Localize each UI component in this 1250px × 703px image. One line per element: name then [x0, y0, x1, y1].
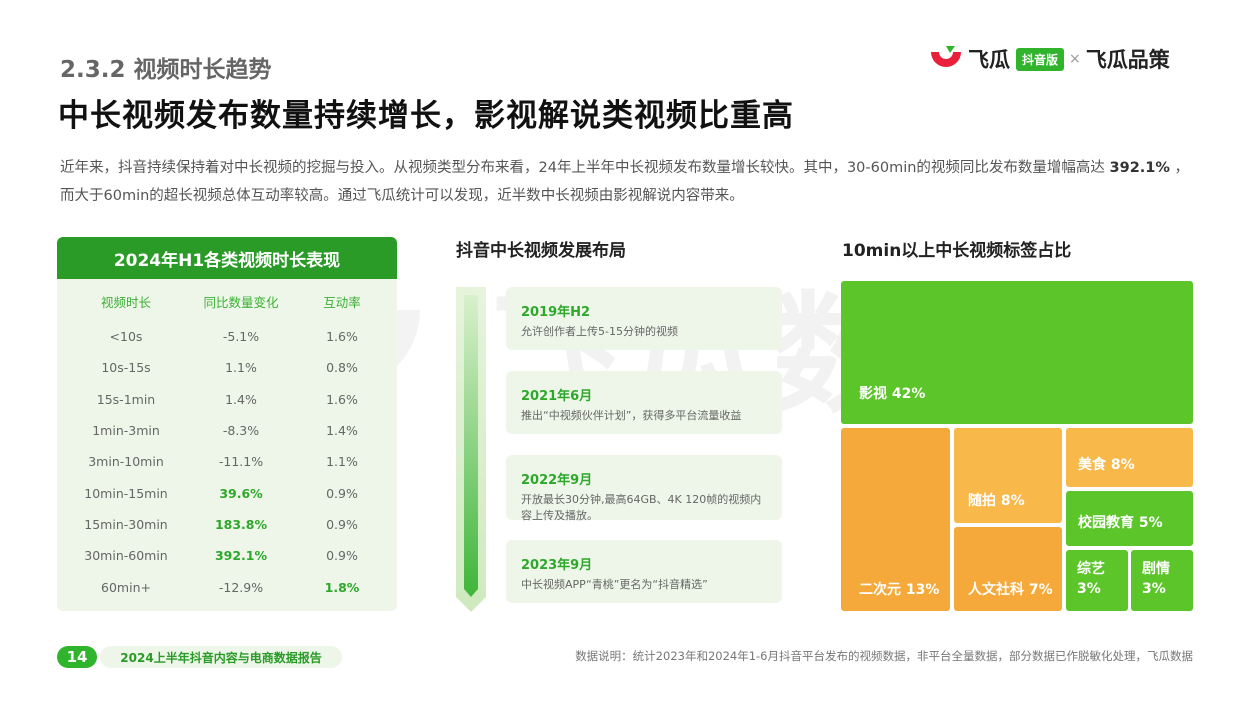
column-header: 互动率 — [323, 294, 361, 310]
treemap-label-name: 综艺 — [1077, 561, 1105, 577]
treemap-label: 校园教育 5% — [1078, 513, 1163, 533]
cell-change: -5.1% — [222, 329, 260, 345]
feigua-logo-icon — [931, 46, 961, 67]
timeline-desc: 中长视频APP“青桃”更名为“抖音精选” — [521, 578, 708, 591]
brand-logo: 飞瓜 抖音版 × 飞瓜品策 — [928, 44, 1170, 74]
cell-rate: 1.6% — [326, 391, 358, 407]
cell-duration: 15min-30min — [84, 516, 168, 532]
intro-highlight: 392.1% — [1109, 160, 1170, 176]
timeline-date: 2023年9月 — [521, 558, 593, 573]
data-note: 数据说明：统计2023年和2024年1-6月抖音平台发布的视频数据，非平台全量数… — [575, 649, 1193, 663]
cell-rate: 0.9% — [326, 516, 358, 532]
cell-change: 1.4% — [225, 391, 257, 407]
timeline-card: 2022年9月 开放最长30分钟,最高64GB、4K 120帧的视频内容上传及播… — [506, 455, 782, 522]
treemap-label: 综艺 3% — [1077, 559, 1105, 599]
timeline-arrow — [456, 287, 486, 612]
cell-rate: 1.6% — [326, 329, 358, 345]
treemap-cell: 校园教育 5% — [1066, 491, 1193, 546]
timeline-desc: 开放最长30分钟,最高64GB、4K 120帧的视频内容上传及播放。 — [521, 493, 762, 522]
logo-brand: 飞瓜 — [968, 48, 1010, 72]
table-row: 15s-1min 1.4% 1.6% — [57, 384, 397, 415]
timeline-desc: 允许创作者上传5-15分钟的视频 — [521, 325, 678, 338]
treemap-label-name: 校园教育 5% — [1078, 515, 1163, 531]
timeline-date: 2021年6月 — [521, 389, 593, 404]
treemap-label: 人文社科 7% — [968, 580, 1053, 600]
treemap-label-name: 随拍 8% — [968, 493, 1025, 509]
timeline-card: 2021年6月 推出“中视频伙伴计划”，获得多平台流量收益 — [506, 371, 782, 434]
intro-text-2: ，而大于60min的超长视频总体互动率较高。通过飞瓜统计可以发现，近半数中长视频… — [60, 160, 1190, 204]
cell-change: 183.8% — [214, 516, 268, 532]
cell-rate: 0.8% — [326, 360, 358, 376]
cell-duration: <10s — [109, 329, 143, 345]
table-row: 30min-60min 392.1% 0.9% — [57, 540, 397, 571]
cell-change: 392.1% — [214, 548, 268, 564]
cell-duration: 10min-15min — [84, 485, 168, 501]
cell-duration: 3min-10min — [88, 454, 164, 470]
treemap-label: 随拍 8% — [968, 491, 1025, 511]
table-row: 10s-15s 1.1% 0.8% — [57, 352, 397, 383]
cell-duration: 15s-1min — [96, 391, 156, 407]
timeline-date: 2022年9月 — [521, 473, 593, 488]
treemap-label-value: 3% — [1142, 581, 1166, 597]
table-row: 1min-3min -8.3% 1.4% — [57, 415, 397, 446]
cell-duration: 60min+ — [101, 579, 151, 595]
section-label: 2.3.2 视频时长趋势 — [60, 57, 272, 83]
cell-change: -12.9% — [218, 579, 264, 595]
report-name: 2024上半年抖音内容与电商数据报告 — [100, 646, 342, 668]
table-row: 10min-15min 39.6% 0.9% — [57, 477, 397, 508]
cell-change: -11.1% — [218, 454, 264, 470]
table-row: 60min+ -12.9% 1.8% — [57, 571, 397, 602]
timeline-card: 2023年9月 中长视频APP“青桃”更名为“抖音精选” — [506, 540, 782, 603]
cell-change: 1.1% — [225, 360, 257, 376]
table-row: <10s -5.1% 1.6% — [57, 321, 397, 352]
cell-rate: 1.4% — [326, 423, 358, 439]
table-body: <10s -5.1% 1.6% 10s-15s 1.1% 0.8% 15s-1min 1.4%… — [57, 321, 397, 603]
timeline-desc: 推出“中视频伙伴计划”，获得多平台流量收益 — [521, 409, 742, 422]
logo-badge: 抖音版 — [1016, 47, 1065, 71]
duration-table: 2024年H1各类视频时长表现 视频时长 同比数量变化 互动率 <10s -5.1… — [57, 237, 397, 611]
treemap-label-name: 影视 42% — [859, 386, 926, 402]
cell-rate: 0.9% — [326, 548, 358, 564]
treemap-cell: 影视 42% — [841, 281, 1193, 424]
logo-partner: 飞瓜品策 — [1085, 48, 1170, 72]
treemap-label: 美食 8% — [1078, 455, 1135, 475]
treemap-title: 10min以上中长视频标签占比 — [842, 241, 1072, 261]
cell-rate: 1.8% — [324, 579, 360, 595]
table-row: 3min-10min -11.1% 1.1% — [57, 446, 397, 477]
treemap-cell: 美食 8% — [1066, 428, 1193, 487]
treemap-label-name: 剧情 — [1142, 561, 1170, 577]
timeline-title: 抖音中长视频发展布局 — [456, 241, 626, 261]
cell-rate: 1.1% — [326, 454, 358, 470]
table-row: 15min-30min 183.8% 0.9% — [57, 509, 397, 540]
cell-change: 39.6% — [219, 485, 263, 501]
column-header: 同比数量变化 — [203, 294, 279, 310]
page-number: 14 — [57, 646, 97, 668]
treemap-cell: 综艺 3% — [1066, 550, 1128, 611]
logo-separator: × — [1069, 51, 1081, 67]
intro-text-1: 近年来，抖音持续保持着对中长视频的挖掘与投入。从视频类型分布来看，24年上半年中… — [60, 160, 1110, 176]
cell-rate: 0.9% — [326, 485, 358, 501]
treemap-cell: 二次元 13% — [841, 428, 950, 611]
table-title: 2024年H1各类视频时长表现 — [57, 237, 397, 279]
page-title: 中长视频发布数量持续增长，影视解说类视频比重高 — [58, 98, 794, 134]
treemap-cell: 随拍 8% — [954, 428, 1062, 523]
treemap-label: 影视 42% — [859, 384, 925, 404]
cell-change: -8.3% — [222, 423, 260, 439]
treemap-cell: 人文社科 7% — [954, 527, 1062, 611]
timeline-card: 2019年H2 允许创作者上传5-15分钟的视频 — [506, 287, 782, 350]
treemap-label-name: 美食 8% — [1078, 457, 1135, 473]
treemap-label: 二次元 13% — [859, 580, 939, 600]
treemap-label-value: 3% — [1077, 581, 1101, 597]
timeline-date: 2019年H2 — [521, 305, 591, 320]
treemap-label-name: 人文社科 7% — [968, 582, 1053, 598]
table-header-row: 视频时长 同比数量变化 互动率 — [57, 281, 397, 321]
treemap-label: 剧情 3% — [1142, 559, 1170, 599]
cell-duration: 30min-60min — [84, 548, 168, 564]
column-header: 视频时长 — [100, 294, 151, 310]
cell-duration: 1min-3min — [92, 423, 160, 439]
treemap-label-name: 二次元 13% — [859, 582, 940, 598]
cell-duration: 10s-15s — [101, 360, 151, 376]
intro-paragraph: 近年来，抖音持续保持着对中长视频的挖掘与投入。从视频类型分布来看，24年上半年中… — [60, 154, 1195, 210]
treemap-cell: 剧情 3% — [1131, 550, 1193, 611]
